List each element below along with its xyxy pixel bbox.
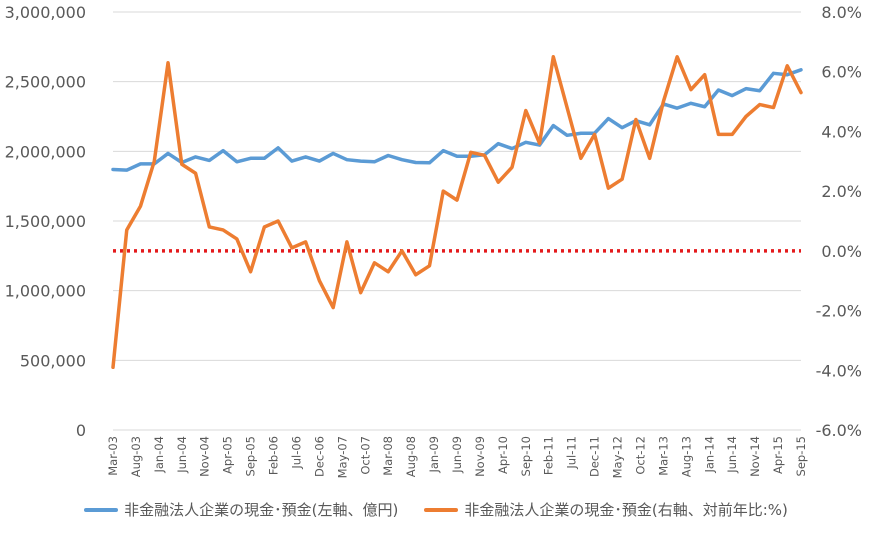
- x-tick-label: Aug-03: [129, 436, 143, 477]
- gridlines: [113, 11, 801, 431]
- right-tick-label: 4.0%: [821, 122, 862, 141]
- x-tick-label: Jul-06: [289, 436, 303, 470]
- left-axis-tick-labels: 0 500,000 1,000,000 1,500,000 2,000,000 2,500…: [5, 3, 86, 440]
- legend-swatch-series-1: [84, 507, 119, 512]
- x-tick-label: Aug-08: [404, 436, 418, 477]
- series-line-2: [111, 55, 803, 370]
- x-tick-label: Apr-05: [221, 436, 235, 474]
- right-tick-label: 0.0%: [821, 242, 862, 261]
- left-tick-label: 2,500,000: [5, 73, 86, 92]
- legend: 非金融法人企業の現金･預金(左軸、億円) 非金融法人企業の現金･預金(右軸、対前…: [0, 499, 872, 520]
- legend-swatch-series-2: [424, 507, 459, 512]
- right-tick-label: 8.0%: [821, 3, 862, 22]
- x-tick-label: Mar-03: [106, 436, 120, 476]
- x-tick-label: Sep-05: [244, 436, 258, 476]
- legend-item-series-2: 非金融法人企業の現金･預金(右軸、対前年比:%): [424, 499, 788, 520]
- right-tick-label: -4.0%: [816, 361, 862, 380]
- x-tick-label: Jan-04: [152, 436, 166, 474]
- x-tick-label: Oct-12: [633, 436, 647, 475]
- x-tick-label: May-12: [611, 436, 625, 478]
- right-axis-tick-labels: -6.0% -4.0% -2.0% 0.0% 2.0% 4.0% 6.0% 8.0%: [816, 3, 862, 440]
- left-tick-label: 0: [76, 421, 86, 440]
- x-tick-label: Sep-10: [519, 436, 533, 476]
- left-tick-label: 500,000: [20, 351, 86, 370]
- right-tick-label: 2.0%: [821, 182, 862, 201]
- x-tick-label: Apr-10: [496, 436, 510, 474]
- legend-item-series-1: 非金融法人企業の現金･預金(左軸、億円): [84, 499, 398, 520]
- x-tick-label: Apr-15: [771, 436, 785, 474]
- x-tick-label: Jun-09: [450, 436, 464, 474]
- left-tick-label: 1,000,000: [5, 282, 86, 301]
- x-tick-label: Oct-07: [358, 436, 372, 475]
- x-tick-label: Feb-06: [267, 436, 281, 475]
- x-tick-label: Jun-04: [175, 436, 189, 474]
- x-tick-label: May-07: [335, 436, 349, 478]
- right-tick-label: -6.0%: [816, 421, 862, 440]
- x-tick-label: Dec-11: [588, 436, 602, 477]
- x-tick-label: Nov-04: [198, 436, 212, 477]
- legend-label-series-2: 非金融法人企業の現金･預金(右軸、対前年比:%): [464, 501, 788, 519]
- x-tick-label: Nov-09: [473, 436, 487, 477]
- x-tick-label: Mar-13: [656, 436, 670, 476]
- right-tick-label: 6.0%: [821, 63, 862, 82]
- legend-label-series-1: 非金融法人企業の現金･預金(左軸、億円): [124, 501, 399, 519]
- x-tick-label: Jan-09: [427, 436, 441, 474]
- x-tick-label: Aug-13: [679, 436, 693, 477]
- left-tick-label: 2,000,000: [5, 142, 86, 161]
- series-line-1: [111, 68, 803, 172]
- left-tick-label: 3,000,000: [5, 3, 86, 22]
- x-tick-label: Dec-06: [312, 436, 326, 477]
- x-tick-label: Nov-14: [748, 436, 762, 477]
- left-tick-label: 1,500,000: [5, 212, 86, 231]
- x-tick-label: Jul-11: [565, 436, 579, 470]
- series-lines: [111, 55, 803, 370]
- right-tick-label: -2.0%: [816, 302, 862, 321]
- x-tick-label: Jan-14: [702, 436, 716, 474]
- x-tick-label: Sep-15: [794, 436, 808, 476]
- x-tick-label: Feb-11: [542, 436, 556, 475]
- x-axis-tick-labels: Mar-03 Aug-03 Jan-04 Jun-04 Nov-04 Apr-05 Sep-…: [106, 436, 808, 478]
- x-tick-label: Mar-08: [381, 436, 395, 476]
- x-tick-label: Jun-14: [725, 436, 739, 474]
